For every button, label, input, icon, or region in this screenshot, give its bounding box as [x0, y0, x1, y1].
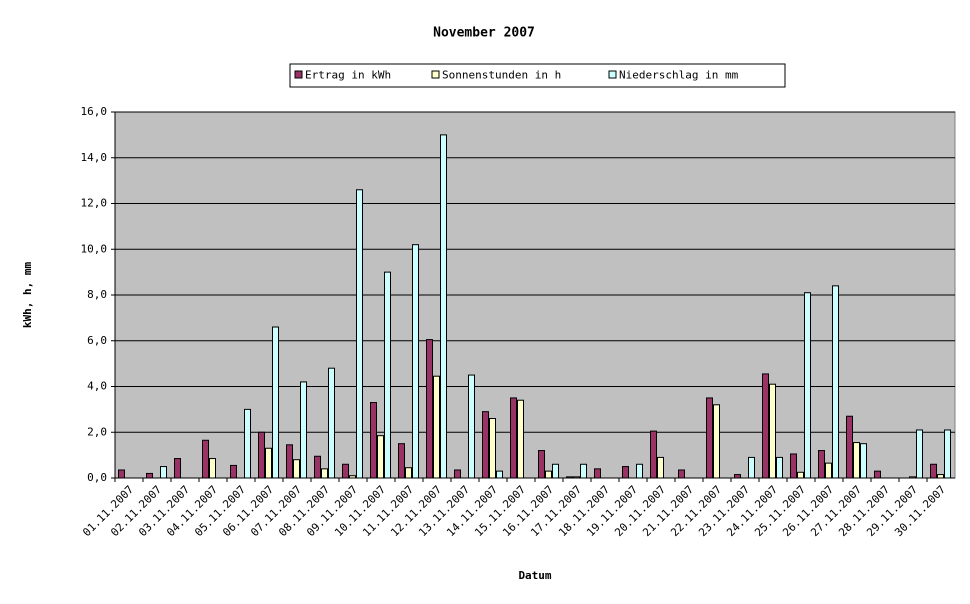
- bar: [636, 463, 643, 479]
- bar: [650, 430, 657, 479]
- bar: [202, 439, 209, 479]
- bar: [678, 469, 685, 479]
- bar: [244, 408, 251, 479]
- bar: [762, 373, 769, 479]
- bar: [748, 456, 755, 479]
- bar: [797, 471, 804, 479]
- bar: [342, 463, 349, 479]
- bar: [146, 472, 153, 479]
- legend-label: Niederschlag in mm: [619, 69, 739, 82]
- bar: [713, 404, 720, 479]
- bar: [916, 429, 923, 479]
- bar: [230, 464, 237, 479]
- legend: [289, 63, 786, 88]
- y-tick-label: 8,0: [87, 288, 107, 301]
- legend-swatch: [608, 70, 617, 79]
- bar: [510, 397, 517, 479]
- bar: [734, 474, 741, 479]
- bar: [412, 244, 419, 479]
- bar: [874, 470, 881, 479]
- bar: [657, 456, 664, 479]
- bar: [377, 435, 384, 479]
- bar: [860, 443, 867, 479]
- legend-swatch: [431, 70, 440, 79]
- bar: [286, 444, 293, 479]
- y-tick-label: 2,0: [87, 425, 107, 438]
- bar: [160, 466, 167, 479]
- bar: [482, 411, 489, 479]
- legend-label: Sonnenstunden in h: [442, 69, 561, 82]
- bar: [468, 374, 475, 479]
- bar: [454, 469, 461, 479]
- bar: [433, 375, 440, 479]
- chart-title: November 2007: [433, 26, 535, 41]
- bar: [258, 431, 265, 479]
- bar: [489, 418, 496, 479]
- bar: [272, 326, 279, 479]
- bar: [937, 474, 944, 479]
- bar: [517, 399, 524, 479]
- bar: [265, 447, 272, 479]
- bar: [405, 467, 412, 479]
- bar: [594, 468, 601, 479]
- bar: [174, 458, 181, 479]
- bar: [398, 443, 405, 479]
- y-tick-label: 16,0: [81, 105, 108, 118]
- bar: [384, 271, 391, 479]
- y-tick-label: 6,0: [87, 334, 107, 347]
- bar: [118, 469, 125, 479]
- bar: [356, 189, 363, 479]
- bar: [552, 463, 559, 479]
- bar: [440, 134, 447, 479]
- bar: [706, 397, 713, 479]
- y-tick-label: 0,0: [87, 471, 107, 484]
- bar: [930, 463, 937, 479]
- legend-swatch: [294, 70, 303, 79]
- bar: [825, 462, 832, 479]
- bar: [370, 402, 377, 479]
- bar: [545, 470, 552, 479]
- x-axis-label: Datum: [518, 569, 551, 582]
- y-tick-label: 4,0: [87, 380, 107, 393]
- bar: [293, 459, 300, 479]
- bar: [622, 466, 629, 479]
- bar: [538, 450, 545, 479]
- bar: [426, 339, 433, 479]
- bar: [818, 450, 825, 479]
- bar: [300, 381, 307, 479]
- y-tick-label: 12,0: [81, 197, 108, 210]
- bar: [853, 442, 860, 479]
- bar: [804, 292, 811, 479]
- bar: [314, 455, 321, 479]
- bar: [790, 453, 797, 479]
- bar: [846, 415, 853, 479]
- y-axis-label: kWh, h, mm: [21, 262, 34, 329]
- bar: [209, 458, 216, 479]
- y-tick-label: 14,0: [81, 151, 108, 164]
- bar: [496, 470, 503, 479]
- bar: [944, 429, 951, 479]
- bar: [321, 468, 328, 479]
- y-tick-label: 10,0: [81, 242, 108, 255]
- legend-label: Ertrag in kWh: [305, 69, 391, 82]
- bar: [580, 463, 587, 479]
- bar: [832, 285, 839, 479]
- bar: [776, 456, 783, 479]
- bar: [328, 367, 335, 479]
- bar: [769, 383, 776, 479]
